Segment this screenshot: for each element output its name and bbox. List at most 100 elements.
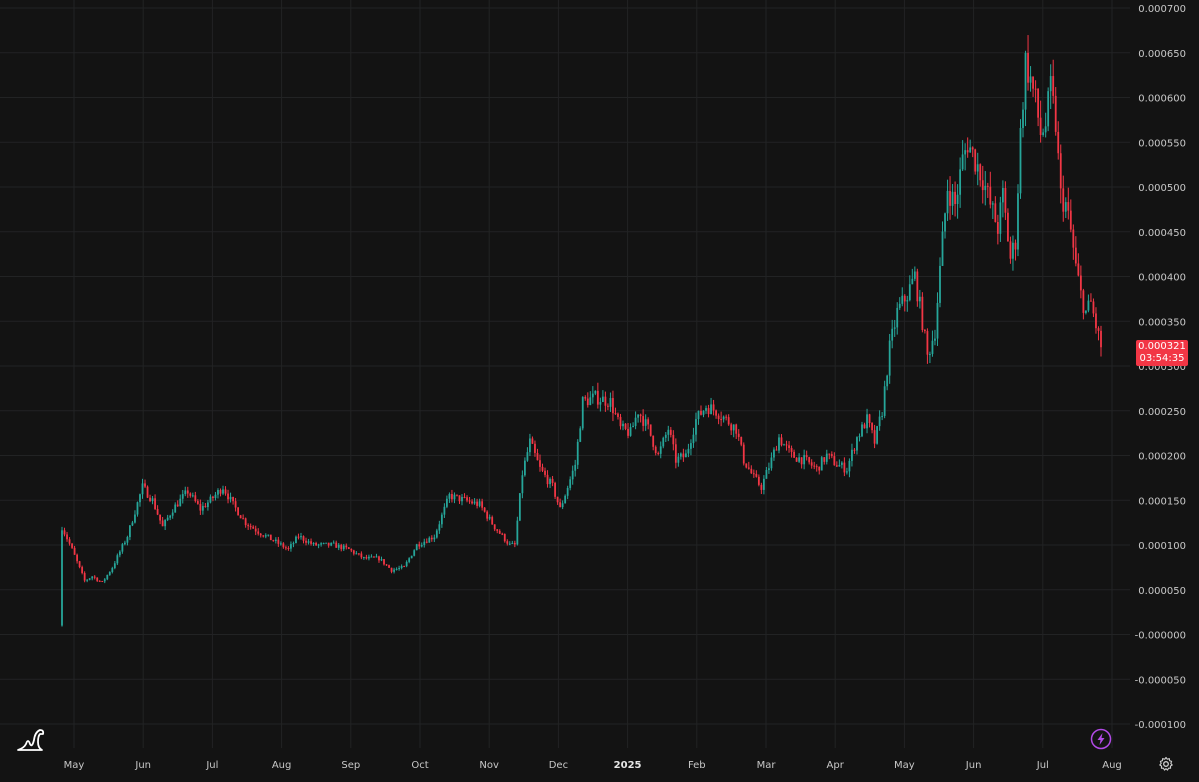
y-tick-label: 0.000400 bbox=[1138, 273, 1186, 284]
candle-down bbox=[745, 463, 748, 468]
candle-down bbox=[531, 438, 534, 444]
candle-up bbox=[368, 556, 370, 559]
settings-gear-icon[interactable] bbox=[1158, 756, 1174, 772]
candle-up bbox=[773, 449, 775, 458]
countdown-timer: 03:54:35 bbox=[1139, 353, 1185, 364]
candle-up bbox=[931, 340, 934, 354]
candle-down bbox=[247, 525, 250, 527]
candle-up bbox=[944, 213, 946, 232]
candle-up bbox=[732, 424, 735, 431]
candle-up bbox=[825, 453, 828, 462]
candle-up bbox=[164, 519, 167, 527]
candle-up bbox=[1047, 91, 1050, 127]
candle-down bbox=[672, 434, 675, 445]
candle-down bbox=[1097, 328, 1100, 331]
candle-down bbox=[1077, 263, 1080, 276]
candle-down bbox=[823, 457, 826, 462]
candle-up bbox=[687, 448, 690, 454]
candle-down bbox=[755, 473, 758, 477]
candle-down bbox=[501, 533, 504, 535]
candle-up bbox=[891, 328, 894, 341]
candle-down bbox=[458, 495, 461, 502]
candle-up bbox=[702, 410, 705, 415]
candle-up bbox=[677, 456, 680, 463]
candle-up bbox=[410, 555, 413, 559]
candle-down bbox=[219, 489, 222, 494]
candle-down bbox=[242, 518, 245, 520]
candle-down bbox=[647, 419, 650, 425]
candle-down bbox=[310, 541, 312, 544]
candle-down bbox=[272, 540, 275, 542]
x-tick-label: May bbox=[894, 760, 915, 771]
x-tick-label: Apr bbox=[827, 760, 845, 771]
candle-down bbox=[793, 451, 795, 458]
candle-up bbox=[443, 506, 446, 515]
candle-down bbox=[974, 149, 977, 172]
candle-down bbox=[345, 545, 348, 548]
last-price-value: 0.000321 bbox=[1138, 341, 1186, 352]
candle-up bbox=[1022, 109, 1024, 128]
candle-down bbox=[725, 416, 728, 418]
candle-down bbox=[161, 520, 164, 527]
candle-down bbox=[204, 505, 207, 508]
candle-up bbox=[516, 520, 519, 545]
candle-up bbox=[659, 446, 662, 454]
candle-down bbox=[750, 468, 753, 474]
candle-up bbox=[307, 541, 310, 543]
candle-down bbox=[1082, 290, 1085, 313]
candle-up bbox=[695, 419, 697, 435]
candle-down bbox=[352, 550, 355, 554]
candle-down bbox=[926, 331, 929, 355]
candle-down bbox=[735, 424, 738, 434]
candle-down bbox=[586, 398, 589, 406]
candles bbox=[61, 35, 1102, 627]
candle-up bbox=[408, 558, 411, 562]
candle-down bbox=[257, 531, 260, 534]
y-tick-label: 0.000600 bbox=[1138, 94, 1186, 105]
candle-up bbox=[139, 494, 141, 503]
candle-up bbox=[901, 295, 904, 304]
lightning-icon[interactable] bbox=[1090, 728, 1112, 750]
candle-up bbox=[939, 265, 941, 303]
candle-down bbox=[481, 501, 484, 508]
candle-down bbox=[986, 185, 989, 187]
candle-down bbox=[285, 547, 287, 549]
candle-down bbox=[1027, 52, 1029, 83]
candle-up bbox=[423, 541, 426, 545]
candle-down bbox=[1062, 188, 1065, 212]
candle-down bbox=[830, 454, 833, 457]
candle-down bbox=[604, 396, 607, 406]
y-tick-label: -0.000000 bbox=[1135, 631, 1186, 642]
candle-up bbox=[984, 185, 987, 191]
candle-down bbox=[83, 573, 86, 581]
candle-down bbox=[1009, 241, 1012, 259]
candle-up bbox=[664, 434, 667, 438]
dinosaur-logo-icon[interactable] bbox=[16, 726, 46, 754]
candle-up bbox=[317, 544, 320, 546]
candle-down bbox=[700, 410, 702, 415]
y-tick-label: 0.000050 bbox=[1138, 586, 1186, 597]
candle-down bbox=[551, 478, 554, 483]
candle-up bbox=[121, 544, 124, 552]
candle-up bbox=[214, 494, 217, 499]
candle-down bbox=[282, 543, 285, 548]
candle-down bbox=[740, 436, 743, 445]
candle-down bbox=[747, 467, 750, 469]
candle-up bbox=[934, 338, 936, 341]
candle-up bbox=[355, 553, 358, 555]
x-tick-label: Feb bbox=[688, 760, 706, 771]
candle-up bbox=[856, 437, 858, 451]
y-tick-label: 0.000100 bbox=[1138, 541, 1186, 552]
candle-up bbox=[446, 498, 448, 507]
candle-down bbox=[234, 501, 237, 508]
candle-down bbox=[68, 539, 71, 544]
candle-up bbox=[171, 512, 174, 516]
candle-down bbox=[244, 518, 247, 526]
candle-down bbox=[971, 147, 974, 150]
candle-down bbox=[239, 515, 242, 519]
candle-up bbox=[222, 489, 224, 494]
candle-down bbox=[788, 445, 790, 449]
candle-down bbox=[617, 413, 619, 417]
candle-down bbox=[923, 329, 926, 332]
